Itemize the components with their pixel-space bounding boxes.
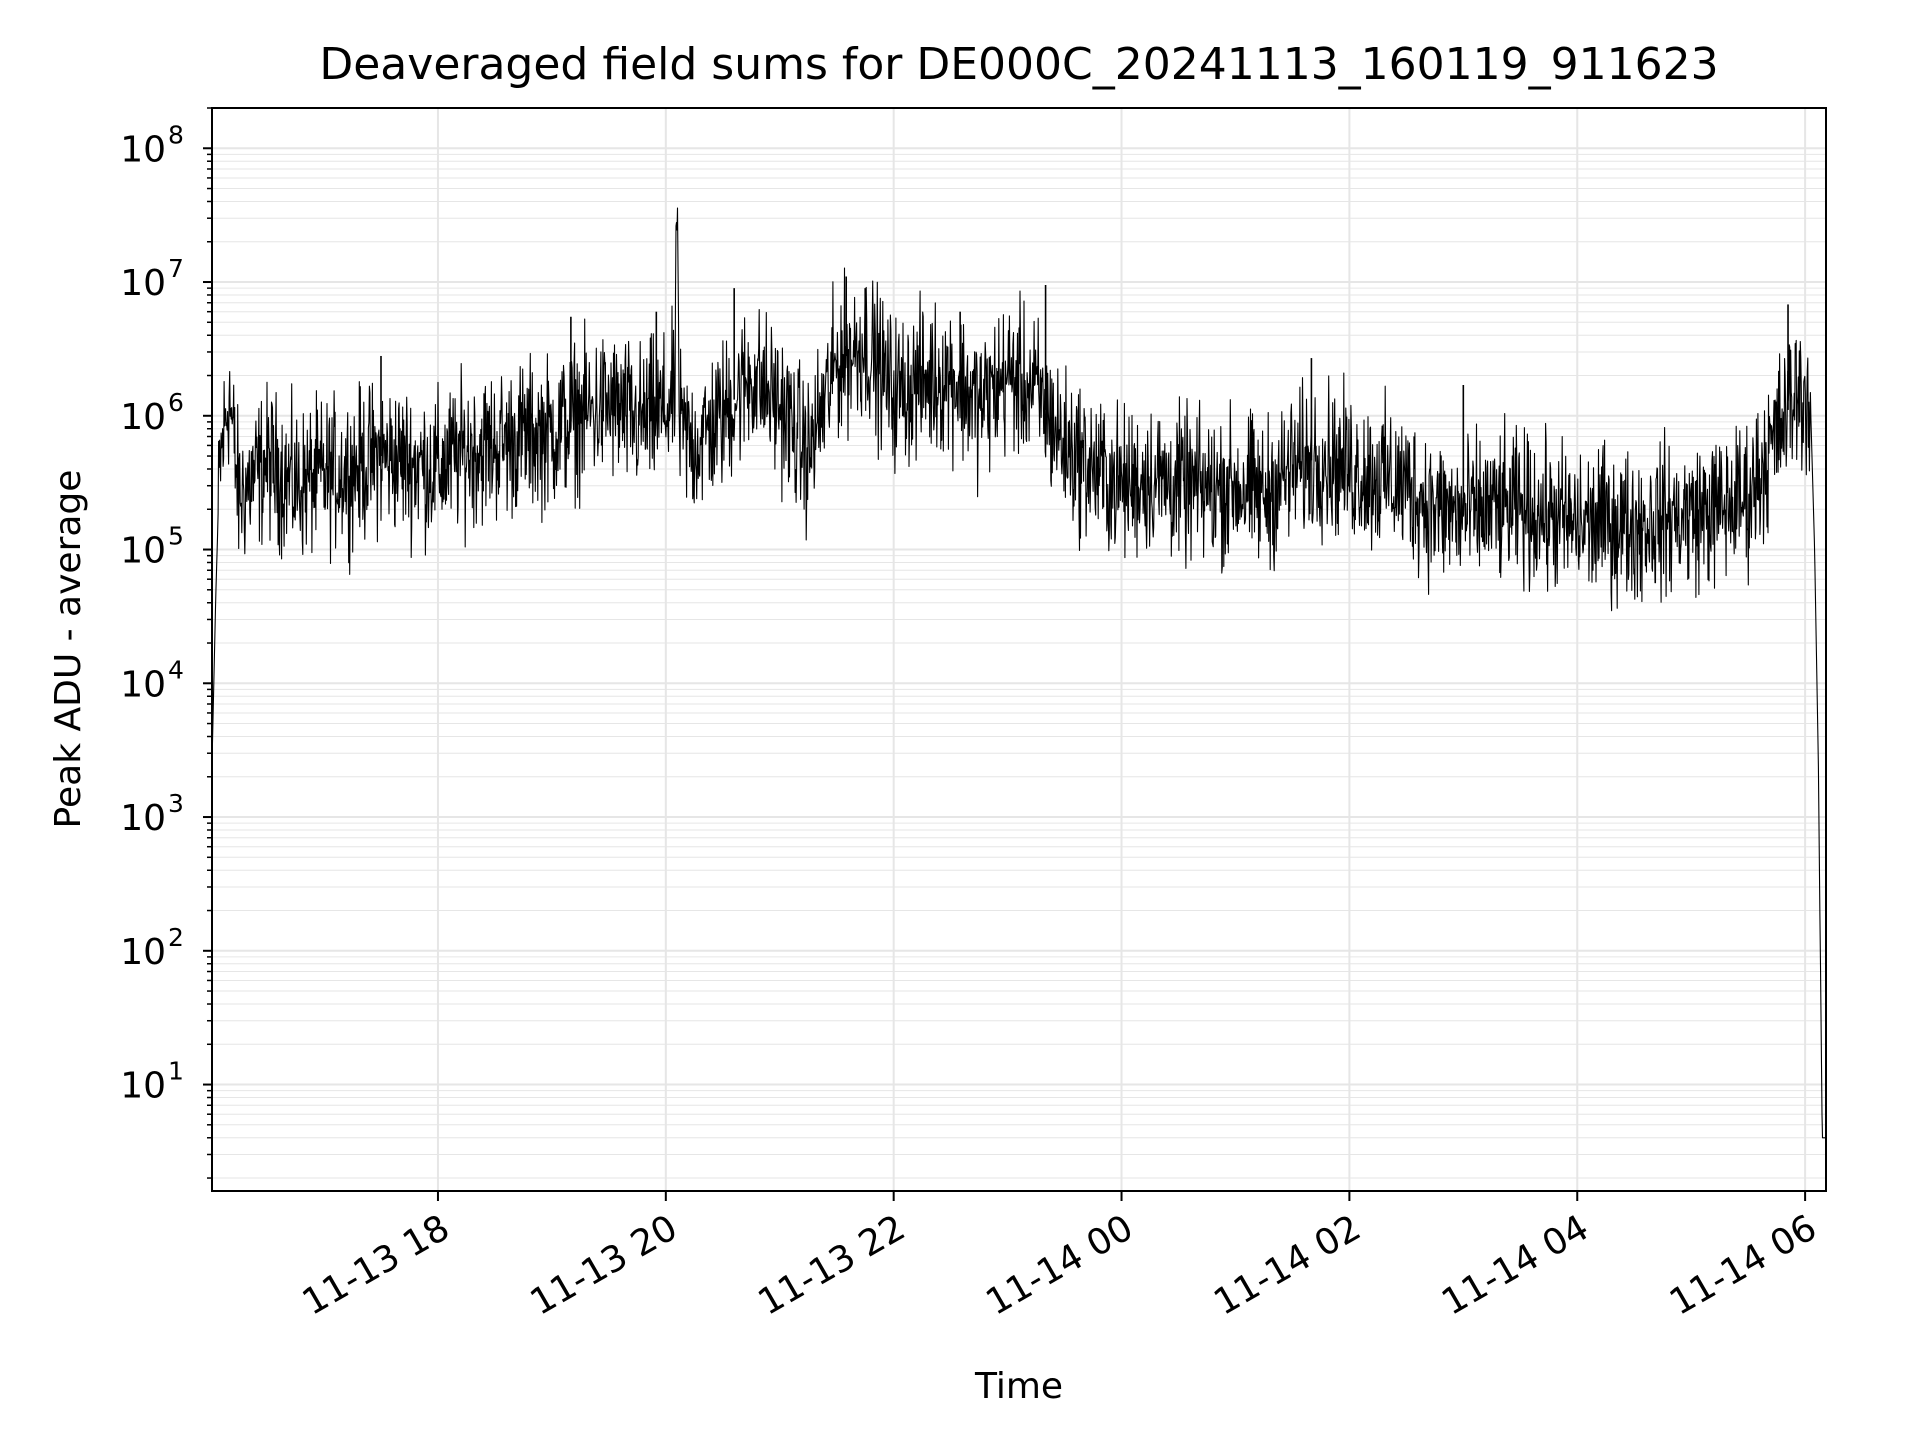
- y-tick-label-exponent: 1: [168, 1057, 184, 1086]
- y-tick-label: 10: [120, 397, 166, 438]
- y-tick-label: 10: [120, 664, 166, 705]
- y-tick-label-exponent: 6: [168, 388, 184, 417]
- y-tick-label-exponent: 3: [168, 789, 184, 818]
- y-tick-label: 10: [120, 129, 166, 170]
- y-tick-label: 10: [120, 531, 166, 572]
- y-tick-label: 10: [120, 932, 166, 973]
- grid-major: [212, 108, 1826, 1191]
- series-line: [211, 207, 1827, 1139]
- y-tick-label: 10: [120, 1066, 166, 1107]
- x-axis-label: Time: [974, 1366, 1063, 1407]
- y-tick-label: 10: [120, 263, 166, 304]
- plot-frame: [211, 107, 1827, 1192]
- y-tick-label-exponent: 4: [168, 655, 184, 684]
- y-tick-label: 10: [120, 798, 166, 839]
- y-tick-label-exponent: 2: [168, 923, 184, 952]
- y-tick-label-exponent: 7: [168, 254, 184, 283]
- series-layer: [211, 207, 1827, 1139]
- y-tick-label-exponent: 8: [168, 120, 184, 149]
- chart-title: Deaveraged field sums for DE000C_2024111…: [319, 39, 1718, 90]
- y-tick-label-exponent: 5: [168, 522, 184, 551]
- y-axis-label: Peak ADU - average: [48, 470, 89, 829]
